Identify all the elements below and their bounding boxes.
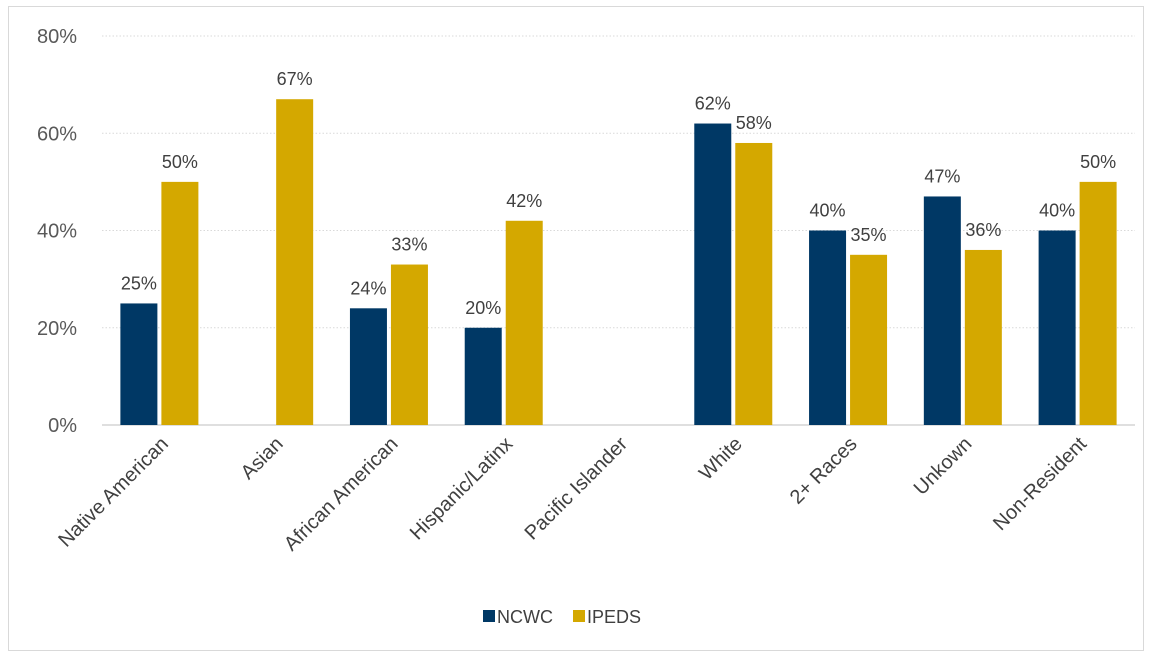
x-tick-label: Pacific Islander xyxy=(521,433,633,545)
x-tick-label: Non-Resident xyxy=(989,433,1091,535)
y-tick-label: 20% xyxy=(37,318,77,340)
legend-swatch xyxy=(483,610,495,622)
data-label: 47% xyxy=(924,166,960,186)
data-label: 40% xyxy=(810,201,846,221)
legend-item-ipeds: IPEDS xyxy=(573,607,641,627)
data-labels: 25%50%67%24%33%20%42%62%58%40%35%47%36%4… xyxy=(121,69,1116,318)
bar-ncwc xyxy=(923,196,961,425)
x-tick-label: White xyxy=(695,433,747,485)
legend-item-ncwc: NCWC xyxy=(483,607,553,627)
data-label: 58% xyxy=(736,113,772,133)
data-label: 62% xyxy=(695,94,731,114)
data-label: 50% xyxy=(162,152,198,172)
bar-ipeds xyxy=(1079,181,1117,425)
data-label: 25% xyxy=(121,273,157,293)
legend: NCWC IPEDS xyxy=(483,607,641,627)
x-tick-label: Unkown xyxy=(910,433,977,500)
data-label: 42% xyxy=(506,191,542,211)
data-label: 35% xyxy=(851,225,887,245)
data-label: 50% xyxy=(1080,152,1116,172)
x-tick-label: African American xyxy=(280,433,402,555)
y-tick-label: 40% xyxy=(37,221,77,243)
bar-ipeds xyxy=(964,249,1002,425)
bar-chart: 0%20%40%60%80% 25%50%67%24%33%20%42%62%5… xyxy=(37,26,1135,627)
y-tick-label: 0% xyxy=(48,415,77,437)
data-label: 20% xyxy=(465,298,501,318)
gridlines xyxy=(102,35,1135,426)
y-tick-label: 60% xyxy=(37,123,77,145)
data-label: 33% xyxy=(391,235,427,255)
legend-label: NCWC xyxy=(497,607,553,627)
bar-ncwc xyxy=(120,303,158,425)
bar-ncwc xyxy=(464,327,502,425)
bar-ipeds xyxy=(390,264,428,425)
x-tick-label: Hispanic/Latinx xyxy=(406,433,517,544)
x-tick-label: 2+ Races xyxy=(786,433,862,509)
bar-ncwc xyxy=(694,123,732,426)
legend-label: IPEDS xyxy=(587,607,641,627)
data-label: 36% xyxy=(965,220,1001,240)
bar-ncwc xyxy=(349,308,387,425)
bar-ipeds xyxy=(276,99,314,426)
x-tick-label: Asian xyxy=(237,433,288,484)
bars xyxy=(120,99,1117,426)
data-label: 40% xyxy=(1039,201,1075,221)
legend-swatch xyxy=(573,610,585,622)
bar-ncwc xyxy=(1038,230,1076,425)
bar-ipeds xyxy=(850,254,888,425)
bar-ipeds xyxy=(505,220,543,425)
data-label: 24% xyxy=(350,278,386,298)
bar-ncwc xyxy=(809,230,847,425)
bar-ipeds xyxy=(735,142,773,425)
y-axis-tick-labels: 0% 20% 40% 60% 80% xyxy=(37,26,77,437)
x-tick-label: Native American xyxy=(54,433,173,552)
data-label: 67% xyxy=(277,69,313,89)
y-tick-label: 80% xyxy=(37,26,77,48)
bar-ipeds xyxy=(161,181,199,425)
chart-frame: 0% 20% 40% 60% 80% 25% 50% 67% 24% 33% 20% 42% 62% 5… xyxy=(8,6,1144,651)
